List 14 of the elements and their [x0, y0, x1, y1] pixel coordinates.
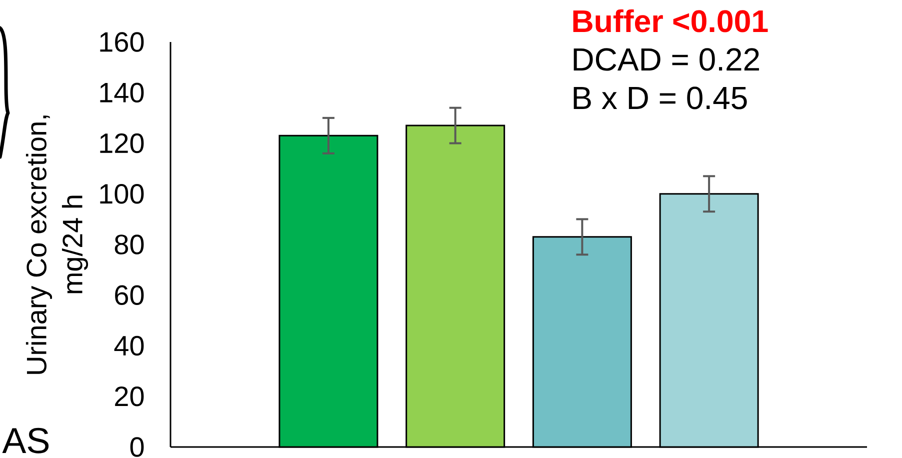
y-tick-label: 40	[114, 336, 144, 356]
y-tick-label: 20	[115, 386, 144, 406]
y-tick-label: 80	[114, 234, 144, 254]
y-axis-title: Urinary Co excretion, mg/24 h	[26, 116, 88, 374]
annotation: DCAD = 0.22	[574, 48, 759, 71]
y-tick-label: 160	[100, 32, 144, 52]
y-tick-label: 120	[100, 133, 144, 154]
y-tick-label: 60	[115, 285, 144, 306]
y-tick-label: 100	[100, 184, 144, 204]
y-tick-label: 140	[100, 82, 144, 103]
text: Buffer <0.001	[573, 9, 768, 32]
text: AS	[2, 428, 49, 454]
y-tick-label: 0	[130, 437, 144, 457]
annotation: B x D = 0.45	[574, 86, 747, 110]
